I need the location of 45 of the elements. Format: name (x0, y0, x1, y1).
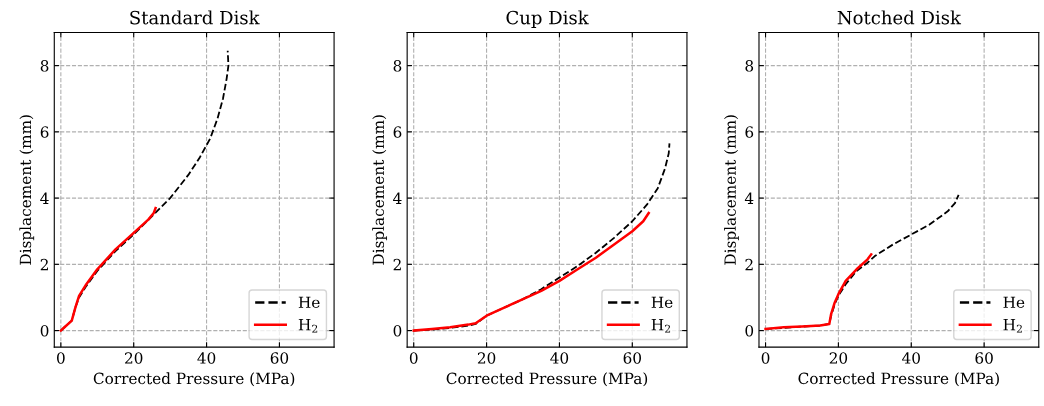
y-tick-label: 6 (393, 126, 402, 138)
y-tick-label: 0 (40, 325, 49, 337)
legend-label: H$_{2}$ (1003, 319, 1022, 333)
legend-label: He (298, 296, 320, 308)
y-tick-label: 4 (393, 192, 402, 204)
y-tick-label: 8 (40, 60, 49, 72)
x-tick-label: 0 (409, 352, 418, 364)
x-tick-label: 0 (56, 352, 65, 364)
legend-label: H$_{2}$ (651, 319, 671, 333)
x-tick-label: 20 (125, 352, 143, 364)
x-tick-label: 40 (550, 352, 569, 364)
y-axis-title: Displacement (mm) (724, 115, 739, 265)
legend-label: He (1003, 296, 1025, 308)
chart-title: Standard Disk (130, 10, 260, 25)
x-tick-label: 40 (902, 352, 920, 364)
chart-title: Cup Disk (506, 10, 589, 28)
x-tick-label: 60 (270, 352, 289, 364)
x-tick-label: 60 (623, 352, 642, 364)
y-tick-label: 2 (40, 258, 48, 271)
x-axis-title: Corrected Pressure (MPa) (93, 372, 295, 387)
line-series (412, 211, 650, 332)
y-axis-title: Displacement (mm) (19, 115, 35, 265)
x-axis-title: Corrected Pressure (MPa) (446, 372, 648, 387)
y-tick-label: 8 (393, 60, 402, 72)
y-axis-title: Displacement (mm) (372, 115, 388, 265)
y-tick-label: 6 (40, 126, 49, 138)
legend-label: H$_{2}$ (298, 319, 318, 333)
x-axis-title: Corrected Pressure (MPa) (798, 372, 999, 387)
line-series (764, 253, 873, 331)
y-tick-label: 0 (393, 325, 402, 337)
y-tick-label: 0 (745, 325, 754, 337)
x-tick-label: 60 (975, 352, 993, 364)
x-tick-label: 0 (761, 352, 770, 364)
y-tick-label: 4 (40, 192, 49, 204)
y-tick-label: 2 (745, 258, 753, 271)
y-tick-label: 6 (745, 126, 754, 138)
line-series (59, 206, 157, 332)
y-tick-label: 2 (393, 258, 401, 271)
x-tick-label: 20 (477, 352, 496, 364)
y-tick-label: 4 (744, 192, 754, 204)
y-tick-label: 8 (745, 60, 754, 72)
chart-title: Notched Disk (837, 10, 962, 25)
x-tick-label: 40 (197, 352, 216, 364)
legend-label: He (651, 296, 673, 308)
x-tick-label: 20 (829, 352, 848, 364)
